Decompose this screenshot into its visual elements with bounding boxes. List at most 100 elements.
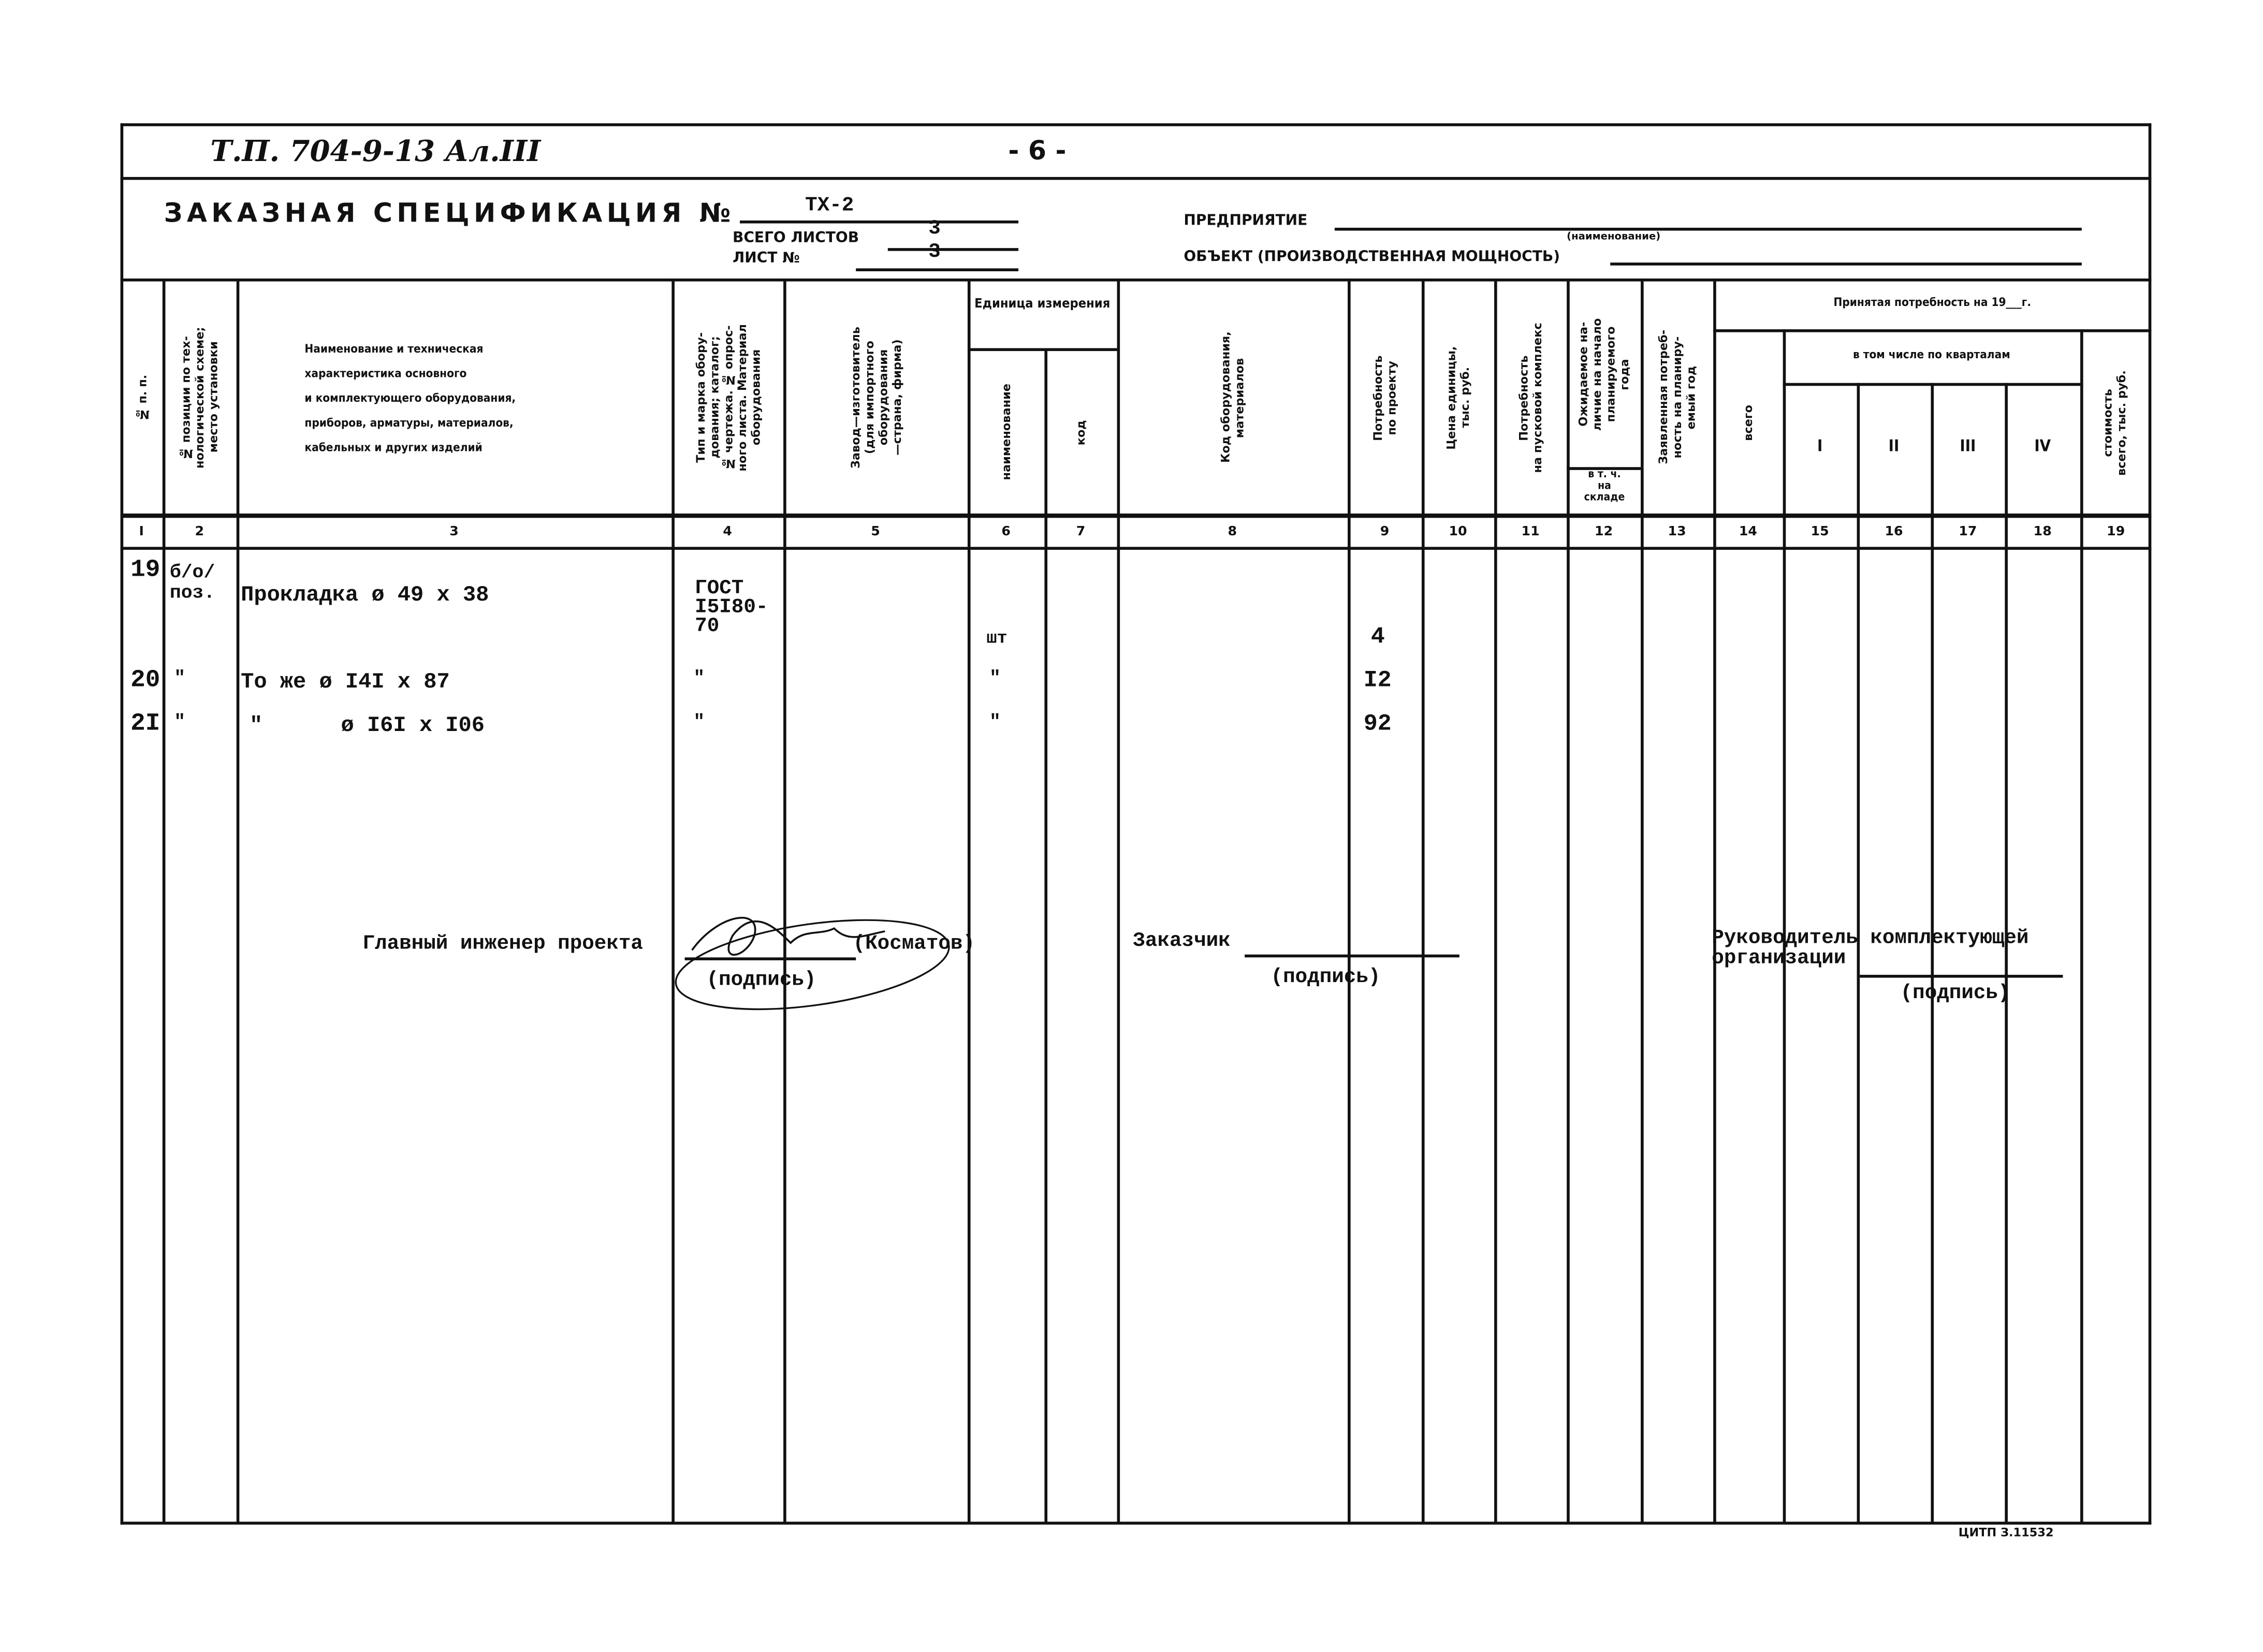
chief-signature-field[interactable] [684,957,856,960]
row-type: ГОСТ I5I80- 70 [695,577,768,638]
sheet-label: ЛИСТ № [733,251,800,267]
col-header-3-line: кабельных и других изделий [304,441,483,455]
customer-label: Заказчик [1133,930,1231,953]
enterprise-field[interactable] [1334,227,2082,230]
column-number: 19 [2107,525,2125,540]
page-number: - 6 - [1008,136,1067,167]
supplier-signature-hint: (подпись) [1900,982,2010,1005]
column-number: 2 [195,525,205,540]
column-divider [1713,278,1716,1524]
customer-signature-hint: (подпись) [1271,966,1381,989]
column-divider [1117,278,1119,1524]
row-type: " [693,667,705,689]
accepted-group-header: Принятая потребность на 19___г. [1833,296,2032,309]
spec-number: ТХ-2 [805,194,854,218]
handwritten-signature [675,916,950,1011]
col-header-2: № позиции по тех- нологической схеме; ме… [179,326,221,469]
col-header-3-line: Наименование и техническая [304,342,484,356]
column-divider [1421,278,1424,1524]
column-divider [1044,348,1047,1524]
col-header-3-line: и комплектующего оборудования, [304,391,516,405]
frame-top [120,123,2152,126]
col-header-3: Наименование и техническая характеристик… [246,342,667,456]
row-quantity: I2 [1363,667,1392,694]
row-name[interactable]: То же ø I4I х 87 [241,670,450,695]
divider [120,278,2152,282]
quarters-group-header: в том числе по кварталам [1852,348,2010,361]
divider [120,513,2152,518]
row-number: 20 [130,667,160,695]
divider [967,348,1117,350]
row-name[interactable]: Прокладка ø 49 х 38 [241,583,489,608]
row-position: " [174,667,186,689]
col-header-13: Заявленная потреб- ность на планиру- емы… [1657,330,1698,465]
row-name[interactable]: " ø I6I х I06 [249,713,485,739]
frame-right [2148,123,2152,1525]
column-number: 11 [1521,525,1540,540]
total-sheets-label: ВСЕГО ЛИСТОВ [733,230,859,247]
col-header-11: Потребность на пусковой комплекс [1517,322,1544,473]
divider [1567,467,1641,470]
column-number: 18 [2033,525,2052,540]
col-header-8: Код оборудования, материалов [1219,331,1246,463]
column-divider [671,278,674,1524]
object-label: ОБЪЕКТ (ПРОИЗВОДСТВЕННАЯ МОЩНОСТЬ) [1184,249,1560,266]
column-number: 3 [449,525,459,540]
col-header-19: стоимость всего, тыс. руб. [2101,370,2128,476]
col-header-12-sub: в т. ч. на складе [1584,467,1625,504]
column-number: I [139,525,144,540]
column-divider [1641,278,1643,1524]
doc-code: Т.П. 704-9-13 Ал.III [210,133,541,169]
divider [120,177,2152,180]
quarter-4: IV [2034,436,2051,456]
footer-stamp: ЦИТП З.11532 [1958,1526,2054,1539]
enterprise-label: ПРЕДПРИЯТИЕ [1184,213,1308,229]
row-unit: " [989,710,1001,733]
quarter-1: I [1817,436,1823,456]
supplier-signature-field[interactable] [1860,974,2063,977]
col-header-9: Потребность по проекту [1371,355,1399,441]
sheet-line [856,268,1019,271]
column-number: 9 [1380,525,1390,540]
row-position: б/о/ поз. [169,561,215,604]
divider [1713,329,2152,332]
column-number: 4 [723,525,732,540]
column-number: 14 [1739,525,1757,540]
row-unit: " [989,667,1001,689]
page-title: ЗАКАЗНАЯ СПЕЦИФИКАЦИЯ № [164,198,735,229]
col-header-4: Тип и марка обору- дования; каталог; № ч… [694,324,763,472]
row-type: " [693,710,705,733]
row-quantity: 4 [1370,623,1385,650]
frame-left [120,123,124,1525]
column-number: 12 [1595,525,1613,540]
column-number: 17 [1959,525,1977,540]
unit-group-header: Единица измерения [974,297,1111,312]
column-number: 13 [1668,525,1686,540]
column-number: 6 [1001,525,1011,540]
column-divider [1348,278,1350,1524]
quarter-2: II [1888,436,1900,456]
total-sheets-line [887,248,1019,251]
row-unit: шт [986,628,1008,649]
column-number: 7 [1076,525,1086,540]
column-number: 5 [871,525,880,540]
col-header-7: код [1074,419,1088,445]
customer-signature-field[interactable] [1245,954,1459,957]
row-number: 19 [130,557,160,585]
supplier-label: Руководитель комплектующей организации [1712,927,2029,971]
col-header-3-line: характеристика основного [304,367,467,381]
row-quantity: 92 [1363,710,1392,737]
row-number: 2I [130,710,160,739]
column-number: 8 [1228,525,1237,540]
column-divider [162,278,165,1524]
divider [120,547,2152,550]
column-divider [2005,383,2007,1524]
column-divider [783,278,786,1524]
quarter-3: III [1960,436,1976,456]
column-divider [1783,329,1785,1524]
column-divider [236,278,239,1524]
object-field[interactable] [1610,262,2082,265]
frame-bottom [120,1522,2152,1525]
column-number: 10 [1449,525,1467,540]
